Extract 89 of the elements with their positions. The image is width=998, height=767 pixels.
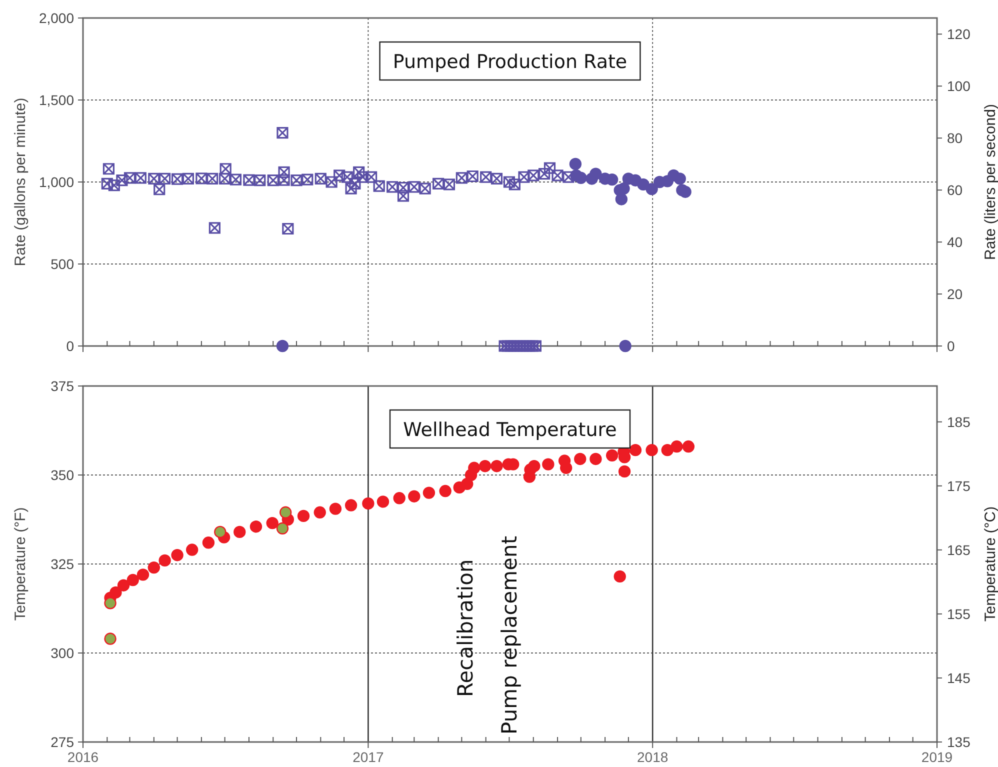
point — [574, 172, 588, 184]
point — [314, 506, 326, 518]
point — [461, 478, 474, 490]
y2-axis-title: Rate (liters per second) — [982, 104, 998, 260]
point — [674, 172, 686, 185]
point — [574, 452, 586, 466]
y2-tick-label: 165 — [947, 542, 971, 558]
y-axis-title: Rate (gallons per minute) — [12, 98, 29, 266]
y2-tick-label: 185 — [947, 414, 971, 430]
y-tick-label: 2,000 — [38, 10, 74, 26]
y2-tick-label: 80 — [947, 130, 963, 146]
text: Pumped Production Rate — [392, 51, 628, 73]
point — [276, 522, 289, 534]
y2-tick-label: 40 — [947, 234, 963, 250]
y2-tick-label: 145 — [947, 670, 971, 686]
point — [136, 568, 150, 581]
point — [646, 182, 658, 196]
point — [528, 460, 540, 472]
point — [171, 549, 184, 562]
point — [234, 526, 246, 538]
point — [276, 340, 289, 352]
point — [618, 182, 630, 195]
point — [614, 570, 626, 583]
y2-tick-label: 100 — [947, 78, 971, 94]
y-tick-label: 300 — [50, 645, 74, 661]
y2-tick-label: 175 — [947, 478, 971, 494]
point — [637, 178, 650, 191]
point — [408, 490, 420, 502]
y-tick-label: 375 — [50, 378, 74, 394]
annotation: Pump replacement — [497, 536, 522, 734]
x-tick-label: 2017 — [352, 749, 384, 765]
point — [682, 440, 695, 453]
point — [629, 444, 642, 456]
text: Wellhead Temperature — [403, 419, 617, 441]
x-tick-label: 2018 — [637, 749, 668, 765]
y-tick-label: 1,000 — [38, 174, 74, 190]
y-tick-label: 275 — [50, 734, 74, 750]
point — [615, 193, 628, 206]
point — [186, 544, 198, 556]
y-tick-label: 1,500 — [38, 92, 74, 108]
point — [214, 526, 226, 538]
point — [376, 496, 390, 508]
y2-axis-title: Temperature (°C) — [982, 506, 998, 622]
point — [569, 158, 582, 170]
point — [126, 574, 139, 586]
point — [560, 462, 572, 474]
x-tick-label: 2016 — [67, 749, 99, 765]
point — [148, 561, 160, 574]
point — [478, 460, 492, 472]
y-tick-label: 350 — [50, 467, 74, 483]
point — [158, 554, 171, 567]
x-tick-label: 2019 — [921, 749, 953, 765]
point — [266, 516, 278, 530]
y2-tick-label: 155 — [947, 606, 971, 622]
point — [618, 465, 631, 478]
y2-tick-label: 60 — [947, 182, 963, 198]
point — [670, 440, 683, 453]
point — [590, 452, 602, 466]
y2-tick-label: 0 — [947, 338, 955, 354]
annotation: Recalibration — [454, 559, 478, 697]
y2-tick-label: 135 — [947, 734, 971, 750]
point — [104, 632, 116, 645]
point — [619, 340, 632, 352]
y-tick-label: 500 — [50, 256, 74, 272]
point — [606, 449, 618, 462]
point — [542, 458, 554, 470]
point — [110, 586, 122, 599]
point — [468, 462, 480, 474]
point — [104, 597, 116, 610]
point — [439, 484, 452, 498]
y2-tick-label: 120 — [947, 26, 971, 42]
point — [393, 492, 406, 504]
point — [344, 499, 358, 512]
point — [362, 497, 374, 510]
point — [490, 460, 503, 472]
point — [279, 506, 292, 518]
y-tick-label: 0 — [66, 338, 74, 354]
y-axis-title: Temperature (°F) — [12, 507, 29, 621]
point — [297, 510, 310, 522]
point — [202, 536, 215, 549]
point — [661, 444, 674, 456]
point — [250, 520, 262, 533]
point — [117, 579, 130, 592]
y2-tick-label: 20 — [947, 286, 963, 302]
point — [646, 444, 658, 456]
point — [422, 486, 436, 499]
point — [590, 168, 602, 180]
point — [329, 502, 342, 515]
y-tick-label: 325 — [50, 556, 74, 572]
